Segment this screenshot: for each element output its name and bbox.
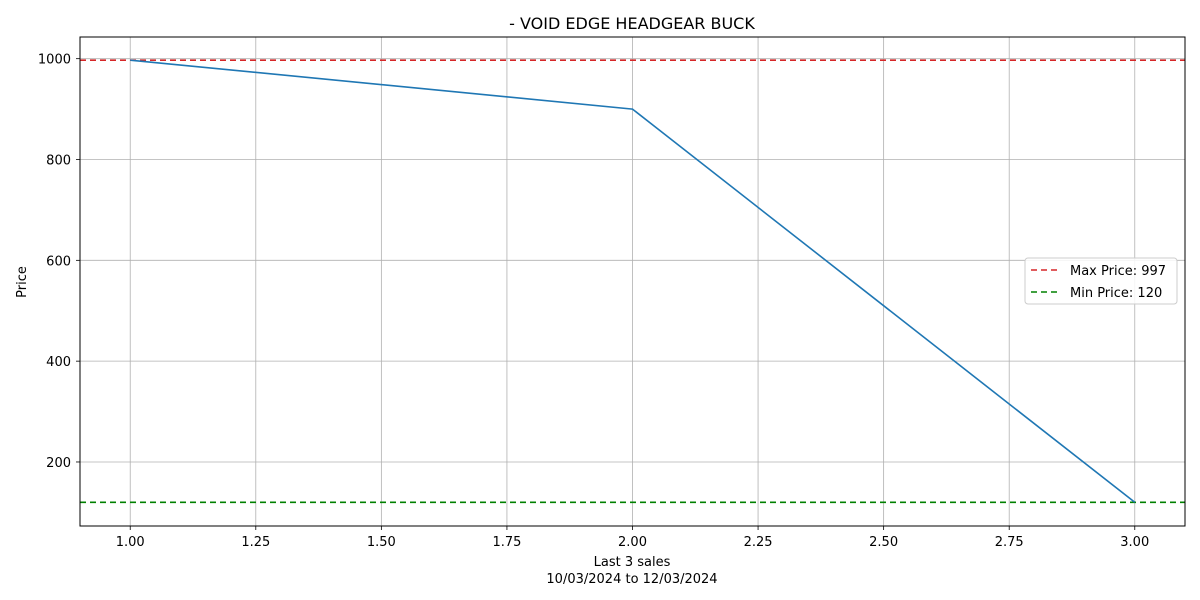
x-tick-label: 1.25 [241, 535, 270, 550]
x-tick-label: 1.50 [367, 535, 396, 550]
y-tick-label: 200 [46, 456, 71, 471]
legend-box [1024, 257, 1178, 305]
legend: Max Price: 997 Min Price: 120 [1024, 257, 1178, 305]
x-axis-label: Last 3 sales [594, 555, 671, 570]
x-tick-label: 2.00 [618, 535, 647, 550]
y-tick-label: 600 [46, 254, 71, 269]
y-axis-label: Price [15, 266, 30, 298]
price-series [130, 59, 1136, 503]
x-tick-label: 1.75 [492, 535, 521, 550]
x-tick-label: 2.50 [869, 535, 898, 550]
y-axis-ticks: 200 400 600 800 1000 [38, 53, 80, 471]
y-tick-label: 400 [46, 355, 71, 370]
x-tick-label: 3.00 [1120, 535, 1149, 550]
reference-lines [80, 59, 1185, 504]
price-series-line [130, 59, 1136, 503]
x-tick-label: 2.75 [995, 535, 1024, 550]
x-axis-ticks: 1.00 1.25 1.50 1.75 2.00 2.25 2.50 2.75 3.00 [116, 526, 1149, 550]
grid-lines [80, 37, 1185, 526]
x-axis-sublabel: 10/03/2024 to 12/03/2024 [546, 572, 717, 587]
y-tick-label: 1000 [38, 53, 71, 68]
y-tick-label: 800 [46, 154, 71, 169]
chart-title: - VOID EDGE HEADGEAR BUCK [509, 14, 755, 33]
legend-label-min: Min Price: 120 [1070, 286, 1162, 301]
x-tick-label: 1.00 [116, 535, 145, 550]
x-tick-label: 2.25 [744, 535, 773, 550]
legend-label-max: Max Price: 997 [1070, 264, 1166, 279]
